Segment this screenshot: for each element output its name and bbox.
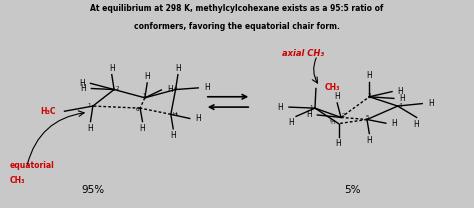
Text: At equilibrium at 298 K, methylcylcohexane exists as a 95:5 ratio of: At equilibrium at 298 K, methylcylcohexa… (91, 4, 383, 13)
Text: 6: 6 (136, 107, 139, 112)
Text: 2: 2 (342, 113, 345, 118)
Text: 2: 2 (116, 86, 119, 91)
Text: 3: 3 (143, 93, 146, 98)
Text: H: H (195, 114, 201, 123)
Text: 5%: 5% (345, 185, 361, 195)
Text: CH₃: CH₃ (324, 83, 340, 92)
Text: H: H (109, 64, 115, 73)
Text: H₅: H₅ (173, 112, 179, 117)
Text: H: H (278, 103, 283, 112)
Text: 4: 4 (174, 86, 177, 91)
Text: H: H (204, 83, 210, 92)
Text: H₃C: H₃C (40, 107, 56, 116)
Text: CH₃: CH₃ (9, 176, 25, 185)
Text: 1: 1 (310, 105, 313, 110)
Text: 3: 3 (367, 93, 371, 98)
Text: H: H (79, 79, 85, 88)
Text: H: H (334, 92, 340, 101)
Text: ⁶H: ⁶H (330, 120, 336, 125)
Text: 5: 5 (365, 115, 369, 120)
Text: H: H (366, 71, 372, 80)
Text: 4: 4 (398, 103, 402, 108)
Text: H: H (80, 84, 86, 93)
Text: conformers, favoring the equatorial chair form.: conformers, favoring the equatorial chai… (134, 22, 340, 31)
Text: H: H (428, 99, 434, 108)
Text: H: H (170, 131, 176, 140)
Text: H: H (144, 72, 150, 81)
Text: H: H (175, 64, 181, 73)
Text: 95%: 95% (82, 185, 104, 195)
Text: 1: 1 (87, 103, 91, 108)
Text: H: H (414, 120, 419, 129)
Text: H: H (88, 124, 93, 133)
Text: H: H (366, 136, 372, 145)
Text: H: H (140, 124, 146, 133)
Text: H: H (289, 119, 294, 128)
Text: H: H (392, 119, 397, 128)
Text: equatorial: equatorial (9, 161, 54, 171)
Text: H: H (400, 94, 405, 103)
Text: H: H (306, 110, 312, 119)
Text: H: H (336, 139, 341, 148)
Text: H: H (398, 87, 403, 96)
Text: axial CH₃: axial CH₃ (282, 49, 324, 58)
Text: H: H (167, 85, 173, 94)
